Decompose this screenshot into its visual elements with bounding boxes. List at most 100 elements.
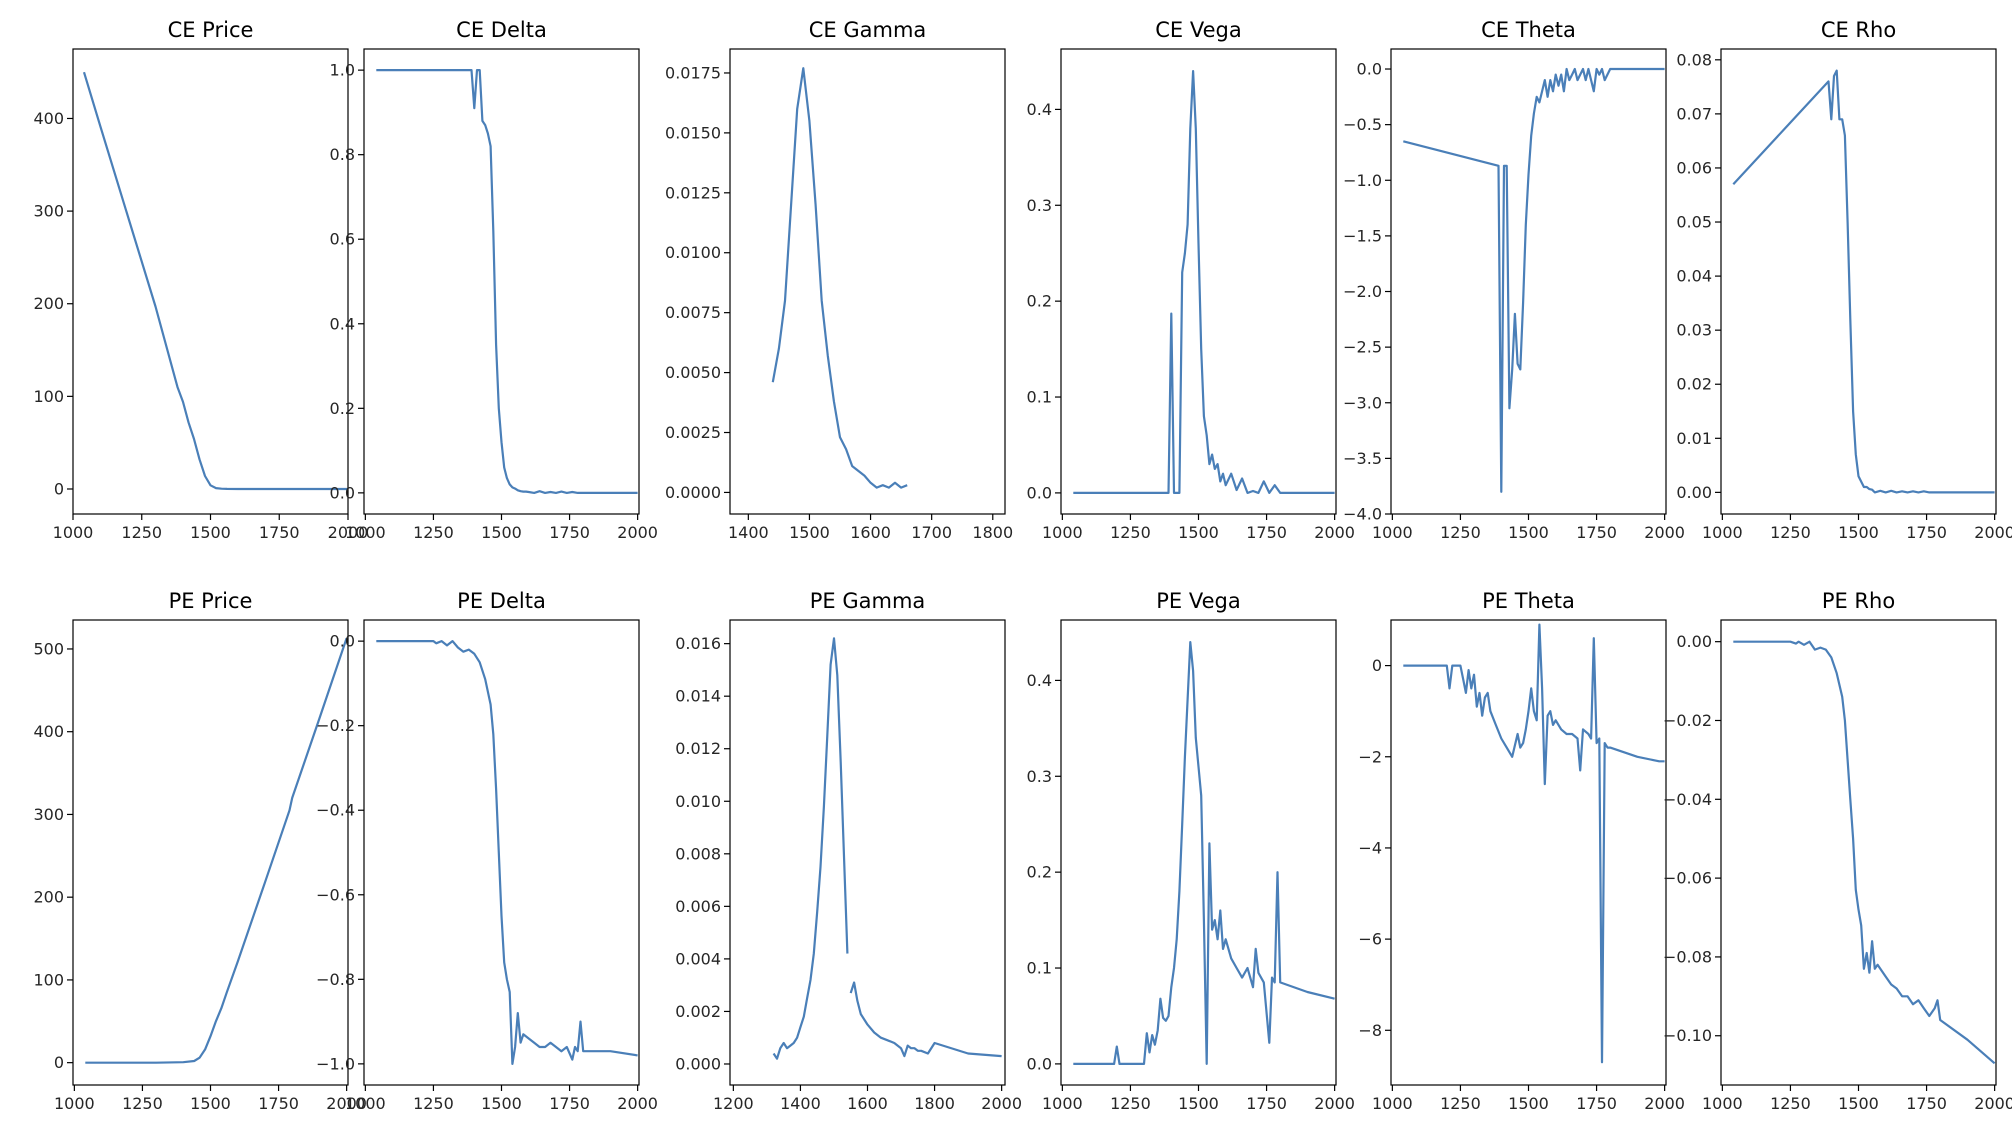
ce-gamma-y-tick-label: 0.0075 [665,303,721,322]
pe-gamma-x-tick-label: 1800 [914,1094,955,1113]
ce-theta-series-line-0 [1403,67,1665,493]
ce-gamma-y-tick-label: 0.0125 [665,183,721,202]
pe-gamma-x-tick-label: 1600 [847,1094,888,1113]
ce-theta-panel: CE Theta 1000 1250 1500 1750 2000 0.0 −0.5 −1.0 −… [1343,18,1685,542]
pe-gamma-y-tick-label: 0.008 [675,844,721,863]
ce-rho-x-tick-label: 1500 [1838,523,1879,542]
ce-theta-x-tick-label: 1250 [1440,523,1481,542]
pe-gamma-y-tick-label: 0.002 [675,1002,721,1021]
pe-rho-x-tick-label: 1000 [1702,1094,1743,1113]
ce-vega-y-tick-label: 0.2 [1027,292,1052,311]
ce-delta-series-line-0 [376,68,638,494]
pe-vega-x-tick-label: 1500 [1178,1094,1219,1113]
ce-theta-y-tick-label: −1.5 [1343,226,1382,245]
pe-gamma-x-tick-label: 1400 [780,1094,821,1113]
ce-delta-y-tick-label: 1.0 [330,61,355,80]
pe-delta-y-tick-label: −0.2 [316,716,355,735]
pe-theta-x-tick-label: 1750 [1576,1094,1617,1113]
ce-gamma-y-tick-label: 0.0100 [665,243,721,262]
ce-theta-y-tick-label: 0.0 [1357,60,1382,79]
ce-vega-x-tick-label: 1000 [1042,523,1083,542]
ce-price-x-tick-label: 2000 [328,523,369,542]
ce-gamma-x-tick-label: 1700 [911,523,952,542]
ce-theta-y-tick-label: −2.5 [1343,338,1382,357]
ce-gamma-panel: CE Gamma 1400 1500 1600 1700 1800 0.0000 0.0025… [665,18,1013,542]
ce-vega-y-tick-label: 0.4 [1027,100,1052,119]
pe-theta-x-tick-label: 1250 [1440,1094,1481,1113]
pe-vega-y-tick-label: 0.2 [1027,863,1052,882]
pe-theta-y-tick-label: −6 [1358,930,1382,949]
ce-rho-y-tick-label: 0.05 [1676,213,1712,232]
ce-gamma-x-tick-label: 1600 [850,523,891,542]
pe-gamma-y-tick-label: 0.012 [675,739,721,758]
ce-price-y-tick-label: 100 [33,387,64,406]
ce-gamma-x-tick-label: 1500 [789,523,830,542]
ce-gamma-y-tick-label: 0.0025 [665,423,721,442]
pe-rho-x-tick-label: 1500 [1838,1094,1879,1113]
ce-gamma-y-tick-label: 0.0050 [665,363,721,382]
pe-delta-x-tick-label: 2000 [617,1094,658,1113]
ce-price-x-tick-label: 1250 [121,523,162,542]
ce-theta-x-tick-label: 1500 [1508,523,1549,542]
pe-vega-y-tick-label: 0.0 [1027,1054,1052,1073]
pe-price-x-tick-label: 1250 [122,1094,163,1113]
ce-price-y-tick-label: 300 [33,202,64,221]
ce-delta-y-tick-label: 0.4 [330,314,355,333]
pe-rho-x-tick-label: 1750 [1906,1094,1947,1113]
pe-vega-series-line-0 [1073,640,1335,1066]
pe-delta-series-line-0 [376,639,638,1066]
ce-rho-series-line-0 [1732,69,1995,494]
ce-price-axes-frame [72,48,349,515]
ce-price-x-tick-label: 1750 [259,523,300,542]
ce-vega-x-tick-label: 2000 [1314,523,1355,542]
pe-theta-panel: PE Theta 1000 1250 1500 1750 2000 0 −2 −4 −6 −8 [1358,589,1685,1113]
pe-theta-x-tick-label: 2000 [1644,1094,1685,1113]
pe-gamma-y-tick-label: 0.010 [675,792,721,811]
ce-rho-y-tick-label: 0.06 [1676,158,1712,177]
ce-gamma-axes-frame [729,48,1006,515]
ce-price-y-tick-label: 200 [33,294,64,313]
pe-price-y-tick-label: 200 [33,888,64,907]
pe-gamma-x-tick-label: 2000 [981,1094,1022,1113]
ce-rho-panel: CE Rho 1000 1250 1500 1750 2000 0.00 0.01 0.02 0.… [1676,18,2012,542]
pe-delta-x-tick-label: 1000 [345,1094,386,1113]
pe-rho-panel: PE Rho 1000 1250 1500 1750 2000 0.00 −0.02 −0.04… [1663,589,2012,1113]
ce-theta-y-tick-label: −0.5 [1343,115,1382,134]
pe-vega-x-tick-label: 1750 [1246,1094,1287,1113]
pe-gamma-y-tick-label: 0.016 [675,634,721,653]
pe-rho-x-tick-label: 1250 [1770,1094,1811,1113]
pe-delta-y-tick-label: −0.8 [316,970,355,989]
pe-rho-y-tick-label: −0.06 [1663,869,1712,888]
pe-theta-series-line-0 [1403,623,1665,1064]
pe-theta-y-tick-label: −2 [1358,747,1382,766]
pe-gamma-title: PE Gamma [810,589,926,613]
ce-rho-y-tick-label: 0.07 [1676,104,1712,123]
ce-gamma-x-tick-label: 1400 [728,523,769,542]
pe-delta-y-tick-label: −0.6 [316,885,355,904]
pe-price-y-tick-label: 400 [33,722,64,741]
pe-theta-axes-frame [1390,619,1667,1086]
ce-theta-y-tick-label: −4.0 [1343,505,1382,524]
pe-theta-y-tick-label: −4 [1358,838,1382,857]
pe-delta-axes-frame [363,619,640,1086]
ce-theta-x-tick-label: 2000 [1644,523,1685,542]
pe-vega-y-tick-label: 0.1 [1027,959,1052,978]
pe-delta-title: PE Delta [457,589,546,613]
ce-price-x-tick-label: 1000 [53,523,94,542]
pe-theta-title: PE Theta [1482,589,1575,613]
ce-gamma-y-tick-label: 0.0150 [665,123,721,142]
ce-rho-y-tick-label: 0.01 [1676,429,1712,448]
pe-vega-y-tick-label: 0.3 [1027,767,1052,786]
ce-theta-y-tick-label: −1.0 [1343,171,1382,190]
ce-price-title: CE Price [168,18,254,42]
pe-price-y-tick-label: 100 [33,970,64,989]
ce-price-series-line-0 [82,71,348,491]
pe-price-x-tick-label: 1750 [258,1094,299,1113]
pe-gamma-y-tick-label: 0.000 [675,1054,721,1073]
pe-price-y-tick-label: 300 [33,805,64,824]
pe-delta-y-tick-label: 0.0 [330,632,355,651]
ce-rho-x-tick-label: 2000 [1974,523,2012,542]
ce-delta-title: CE Delta [456,18,547,42]
ce-price-x-tick-label: 1500 [190,523,231,542]
